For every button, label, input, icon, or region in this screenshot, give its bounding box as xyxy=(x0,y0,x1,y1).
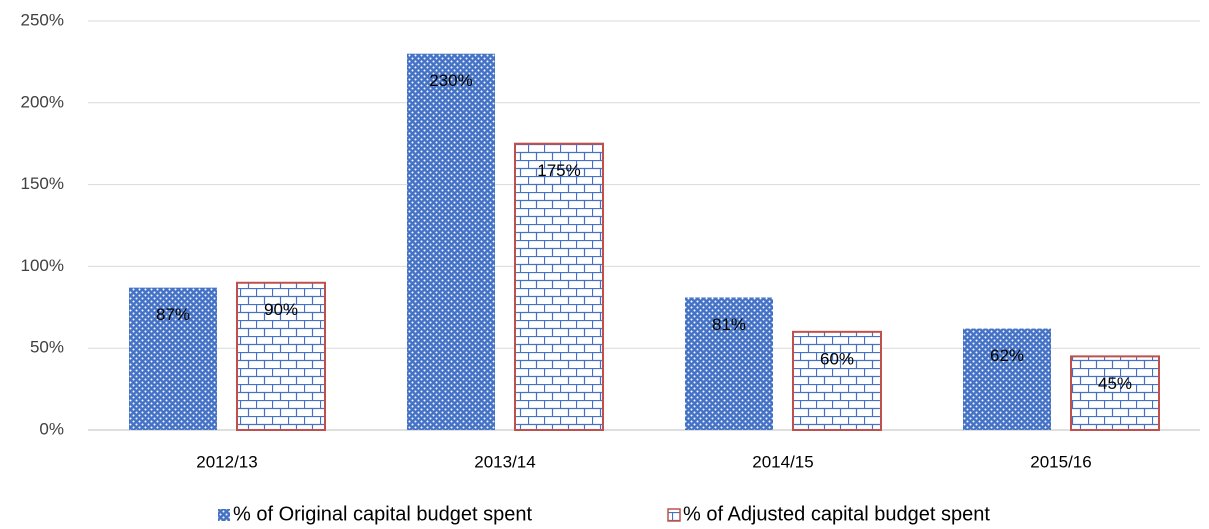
bar xyxy=(236,281,326,432)
bar xyxy=(963,328,1051,430)
legend-swatch xyxy=(218,509,230,521)
x-tick-label: 2012/13 xyxy=(196,452,257,471)
x-tick-label: 2013/14 xyxy=(474,452,535,471)
y-tick-label: 100% xyxy=(21,256,64,275)
data-label: 90% xyxy=(264,300,298,319)
y-tick-label: 150% xyxy=(21,174,64,193)
data-label: 45% xyxy=(1098,374,1132,393)
y-tick-label: 0% xyxy=(39,419,64,438)
x-tick-label: 2015/16 xyxy=(1030,452,1091,471)
y-tick-label: 200% xyxy=(21,92,64,111)
y-tick-label: 50% xyxy=(30,338,64,357)
data-label: 81% xyxy=(712,315,746,334)
legend-label: % of Adjusted capital budget spent xyxy=(683,503,990,525)
x-tick-label: 2014/15 xyxy=(752,452,813,471)
legend-label: % of Original capital budget spent xyxy=(233,503,533,525)
data-label: 230% xyxy=(429,71,472,90)
bar xyxy=(514,142,604,431)
data-label: 175% xyxy=(537,161,580,180)
y-tick-label: 250% xyxy=(21,10,64,29)
data-label: 60% xyxy=(820,349,854,368)
bar xyxy=(1070,355,1160,432)
bar xyxy=(407,53,495,430)
data-label: 87% xyxy=(156,305,190,324)
data-label: 62% xyxy=(990,346,1024,365)
bar xyxy=(129,287,217,430)
legend-swatch xyxy=(667,508,681,522)
bar xyxy=(792,330,882,431)
bar xyxy=(685,297,773,430)
